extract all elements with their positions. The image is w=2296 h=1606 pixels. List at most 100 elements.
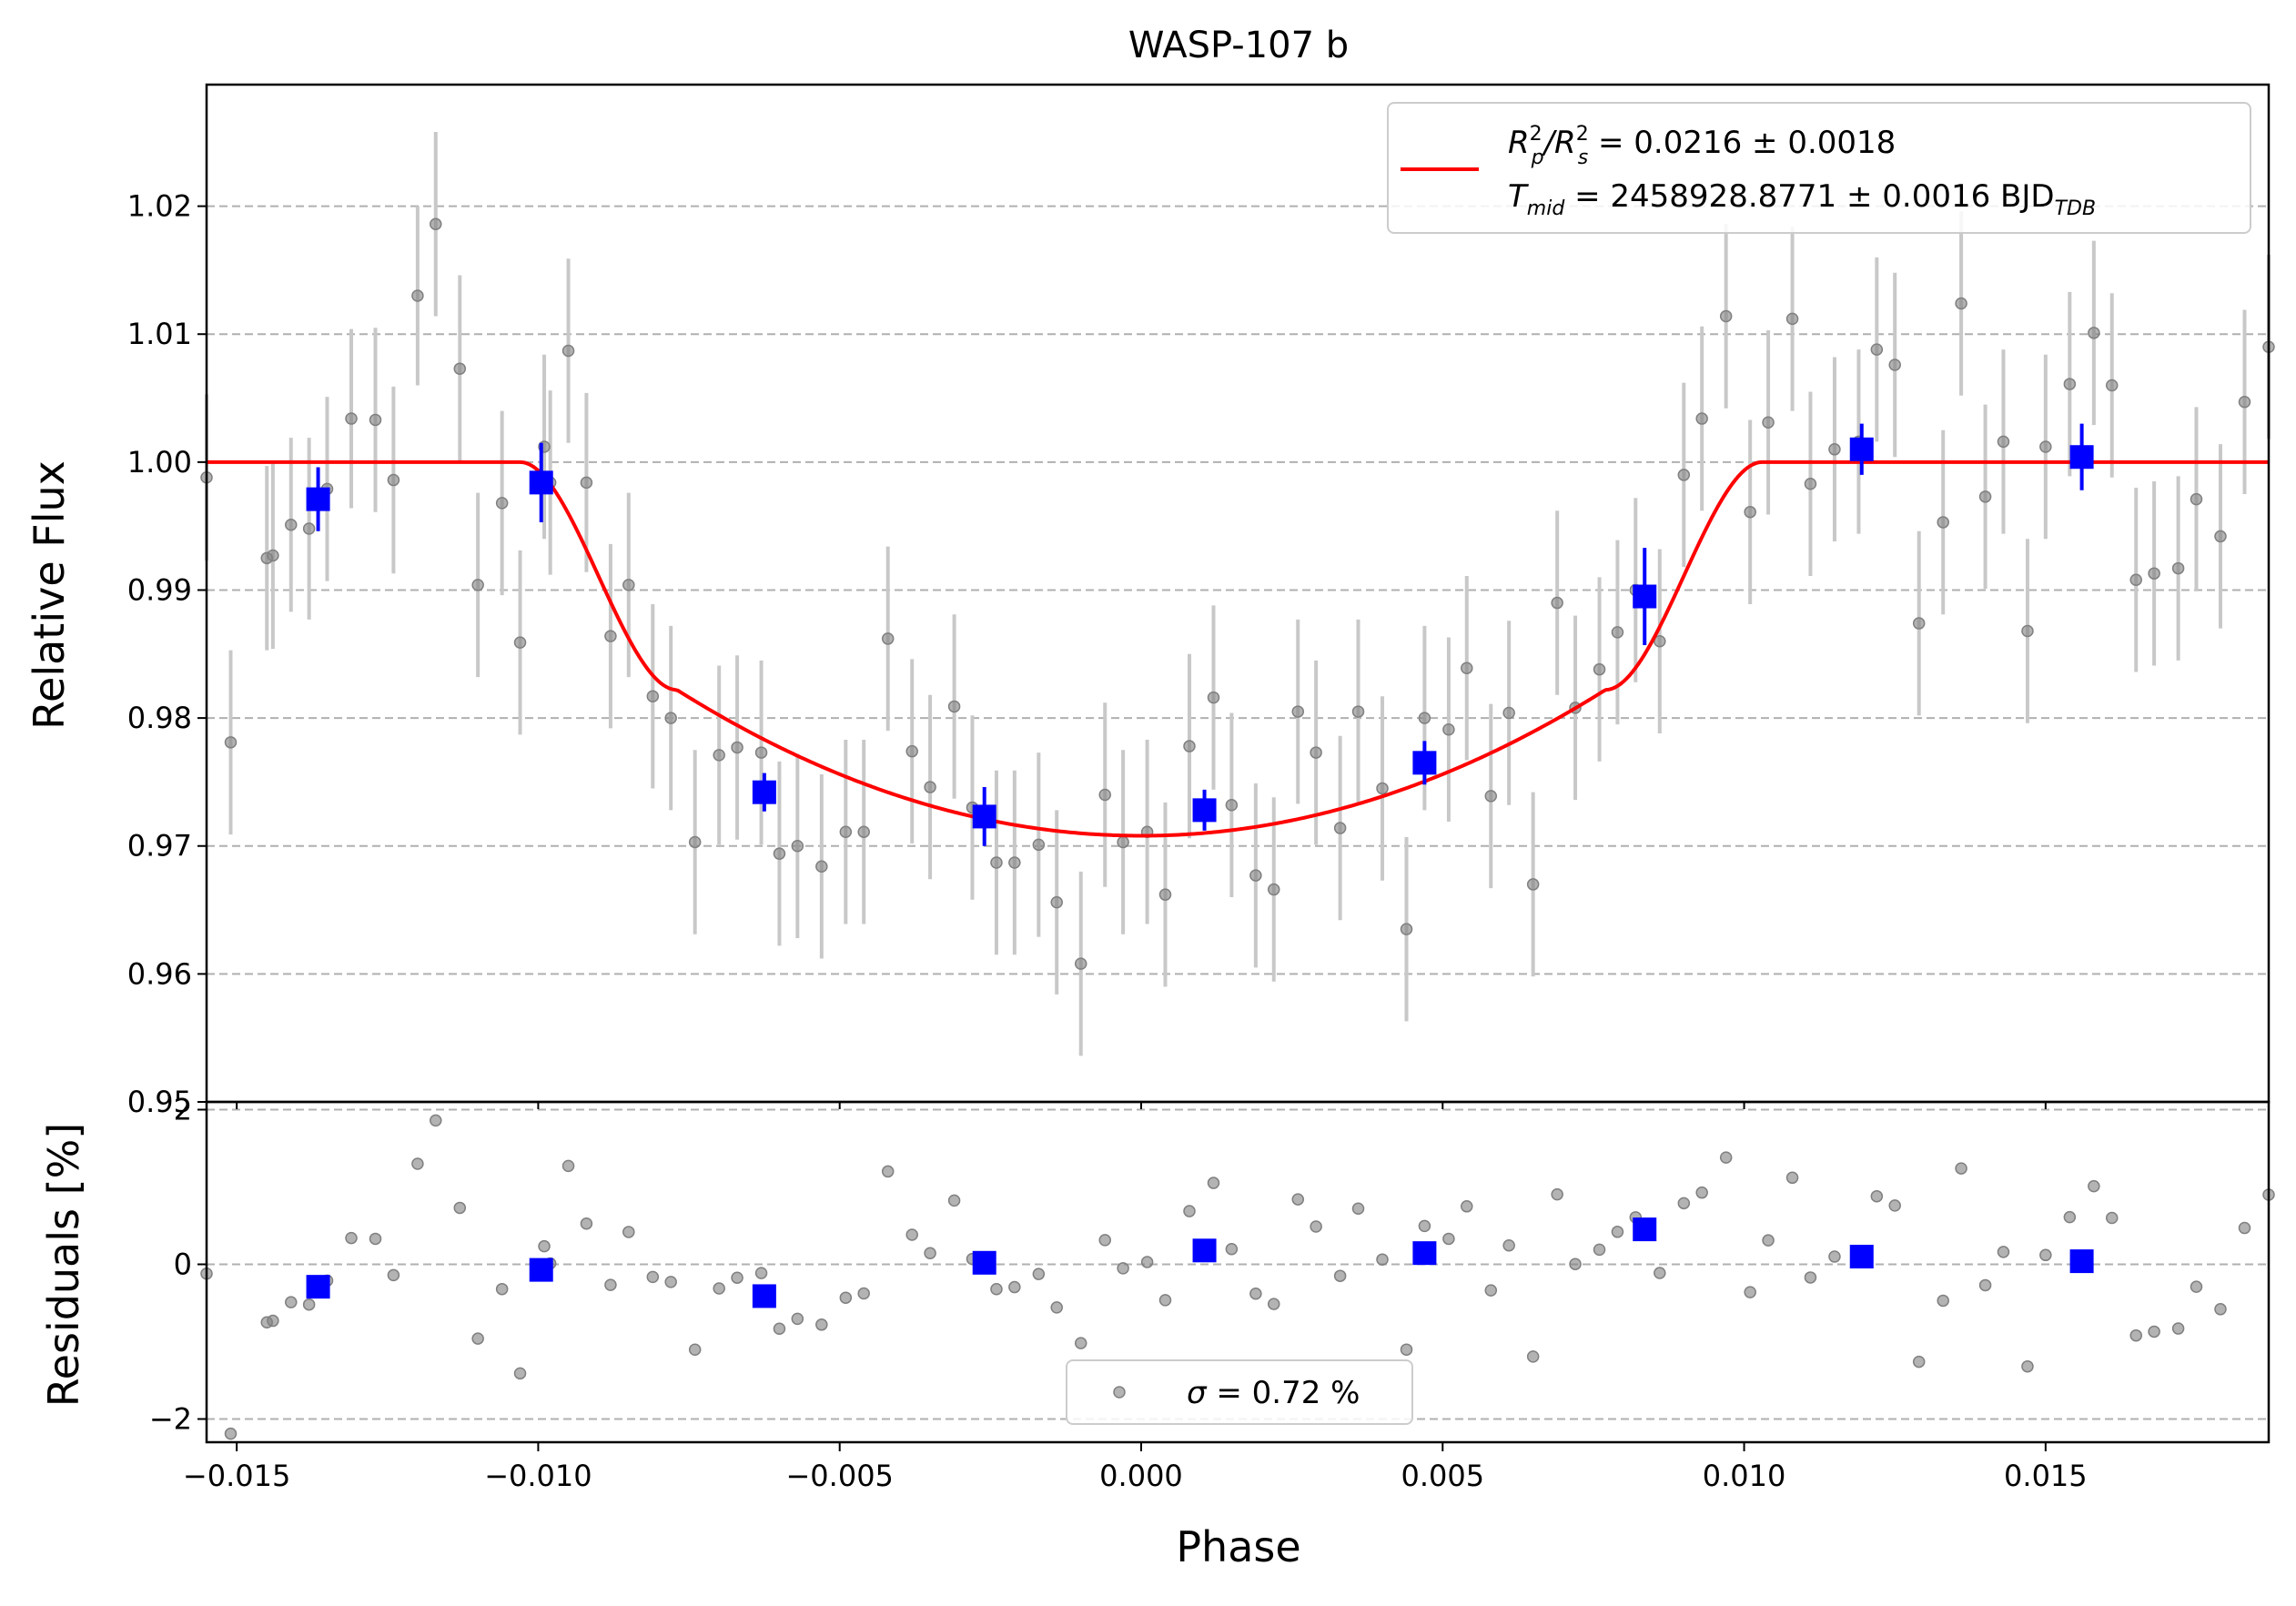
flux-data-point [1008, 856, 1021, 869]
binned-residual-point [1192, 1238, 1217, 1263]
flux-data-point [905, 744, 918, 758]
flux-data-point [1442, 723, 1455, 736]
residual-data-point [345, 1231, 358, 1245]
y-tick-label-main: 1.02 [127, 189, 192, 224]
residual-data-point [990, 1283, 1003, 1296]
y-tick-label-main: 0.99 [127, 572, 192, 607]
binned-point [1849, 437, 1874, 461]
flux-data-point [387, 473, 400, 487]
flux-data-point [1677, 469, 1691, 481]
residual-data-point [1117, 1262, 1129, 1275]
y-tick-label-main: 1.00 [127, 445, 192, 480]
flux-data-point [345, 412, 358, 425]
residual-data-point [2063, 1210, 2077, 1224]
flux-data-point [791, 839, 804, 853]
legend-depth-value: = 0.0216 ± 0.0018 [1588, 125, 1896, 161]
residual-data-point [495, 1282, 509, 1296]
flux-data-point [1804, 478, 1817, 490]
binned-residual-point [1633, 1217, 1657, 1242]
residual-data-point [1008, 1280, 1021, 1294]
residual-data-point [2190, 1280, 2203, 1293]
flux-data-point [1611, 626, 1624, 639]
legend-sigma-value: = 0.72 % [1207, 1375, 1360, 1411]
flux-data-point [1484, 790, 1498, 803]
x-tick-label: 0.015 [2004, 1459, 2088, 1493]
flux-data-point [2021, 624, 2034, 638]
flux-data-point [411, 289, 424, 302]
residual-data-point [881, 1165, 895, 1178]
flux-data-point [1098, 788, 1111, 802]
residual-data-point [815, 1318, 828, 1331]
x-tick-label: 0.000 [1099, 1459, 1183, 1493]
residual-data-point [1207, 1177, 1220, 1189]
residual-data-point [2238, 1221, 2251, 1235]
residual-data-point [905, 1228, 918, 1241]
residual-axes-frame [205, 1100, 2271, 1444]
flux-data-point [1418, 712, 1431, 724]
flux-data-point [1762, 416, 1775, 429]
flux-data-point [688, 835, 702, 849]
flux-data-point [1117, 835, 1129, 849]
residual-data-point [2214, 1303, 2227, 1316]
y-tick-label-main: 0.96 [127, 956, 192, 991]
flux-data-point [2088, 327, 2100, 339]
residual-data-point [1526, 1350, 1540, 1363]
residual-data-point [369, 1232, 382, 1246]
residual-data-point [430, 1114, 442, 1127]
binned-residual-point [529, 1258, 553, 1282]
flux-data-point [1828, 443, 1841, 456]
flux-data-point [646, 690, 660, 702]
residual-data-point [302, 1298, 316, 1311]
y-axis-title-main: Relative Flux [25, 460, 74, 730]
flux-data-point [561, 344, 575, 358]
flux-data-point [1291, 705, 1305, 718]
flux-data-point [1955, 297, 1967, 310]
flux-data-point [1719, 309, 1733, 323]
binned-residual-point [1849, 1245, 1874, 1268]
flux-data-point [302, 522, 316, 535]
x-tick-label: −0.015 [183, 1459, 290, 1493]
flux-data-point [924, 781, 936, 793]
model-layer [207, 460, 2269, 838]
flux-data-point [1032, 838, 1046, 852]
residual-data-point [1744, 1286, 1756, 1298]
flux-data-point [471, 579, 484, 591]
legend-subscript: p [1531, 146, 1544, 169]
residual-data-point [1828, 1250, 1841, 1263]
binned-residual-point [1412, 1241, 1437, 1266]
flux-data-point [1997, 435, 2010, 449]
residual-data-point [1461, 1200, 1473, 1213]
residual-data-point [947, 1194, 961, 1207]
residual-data-point [1593, 1243, 1606, 1257]
residual-data-point [1569, 1258, 1582, 1270]
flux-data-point [2190, 492, 2203, 506]
residual-data-point [713, 1282, 725, 1295]
flux-data-point [1050, 895, 1063, 909]
residual-data-point [1870, 1189, 1884, 1203]
flux-data-point [1461, 662, 1473, 675]
flux-data-point [1937, 516, 1949, 529]
flux-data-point [2171, 561, 2185, 575]
flux-data-point [713, 749, 725, 762]
residual-data-point [538, 1239, 551, 1253]
y-tick-label-residual: 0 [174, 1247, 192, 1282]
flux-data-point [224, 736, 238, 749]
residual-data-point [1978, 1278, 1992, 1292]
x-tick-label: −0.010 [484, 1459, 592, 1493]
flux-data-point [1376, 782, 1389, 795]
residual-data-point [1351, 1202, 1365, 1215]
residual-data-point [561, 1159, 575, 1173]
residual-data-point [857, 1287, 870, 1300]
flux-data-point [1207, 691, 1220, 704]
residual-data-point [731, 1271, 743, 1284]
binned-residual-point [752, 1284, 776, 1308]
flux-data-point [622, 579, 635, 591]
binned-residual-point [306, 1275, 330, 1299]
residual-data-point [646, 1270, 660, 1284]
legend-subscript: s [1578, 146, 1588, 169]
flux-data-point [947, 700, 961, 713]
legend-subscript: mid [1527, 197, 1566, 220]
flux-data-point [1695, 412, 1708, 425]
flux-data-point [495, 497, 509, 510]
